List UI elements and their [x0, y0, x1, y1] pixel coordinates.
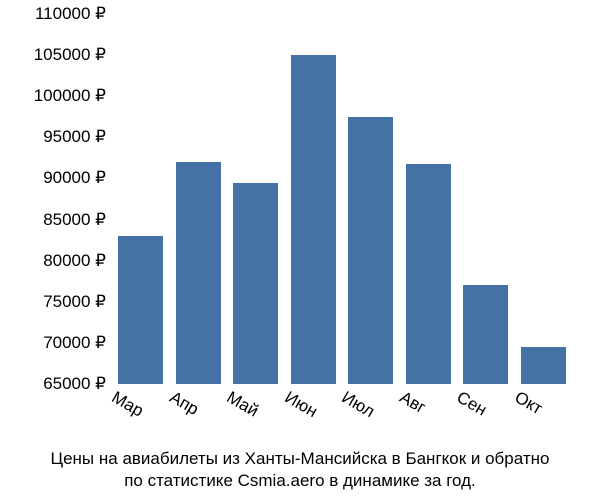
x-tick-label: Мар — [108, 384, 149, 421]
y-tick-label: 80000 ₽ — [43, 251, 112, 271]
x-tick-label: Авг — [396, 384, 431, 418]
chart-caption: Цены на авиабилеты из Ханты-Мансийска в … — [0, 448, 600, 492]
y-tick-label: 70000 ₽ — [43, 333, 112, 353]
x-tick-label: Сен — [453, 384, 492, 420]
y-tick-label: 75000 ₽ — [43, 292, 112, 312]
price-chart: 65000 ₽ 70000 ₽ 75000 ₽ 80000 ₽ 85000 ₽ 90000… — [0, 0, 600, 500]
x-tick-label: Апр — [166, 384, 204, 420]
y-tick-label: 110000 ₽ — [35, 4, 112, 24]
caption-line-2: по статистике Csmia.aero в динамике за г… — [0, 470, 600, 492]
bar — [348, 117, 393, 384]
x-tick-label: Окт — [511, 384, 548, 419]
bar — [463, 285, 508, 384]
bar — [406, 164, 451, 384]
y-tick-label: 100000 ₽ — [34, 86, 112, 106]
x-tick-label: Май — [223, 384, 264, 421]
plot-area: 65000 ₽70000 ₽75000 ₽80000 ₽85000 ₽90000… — [112, 14, 572, 384]
y-tick-label: 105000 ₽ — [34, 45, 112, 65]
y-tick-label: 85000 ₽ — [43, 210, 112, 230]
bar — [118, 236, 163, 384]
caption-line-1: Цены на авиабилеты из Ханты-Мансийска в … — [0, 448, 600, 470]
bar — [291, 55, 336, 384]
x-tick-label: Июн — [281, 384, 323, 422]
y-tick-label: 90000 ₽ — [43, 168, 112, 188]
bar — [521, 347, 566, 384]
bar — [233, 183, 278, 384]
x-tick-label: Июл — [338, 384, 380, 422]
bar — [176, 162, 221, 384]
y-tick-label: 95000 ₽ — [43, 127, 112, 147]
y-tick-label: 65000 ₽ — [43, 374, 112, 394]
